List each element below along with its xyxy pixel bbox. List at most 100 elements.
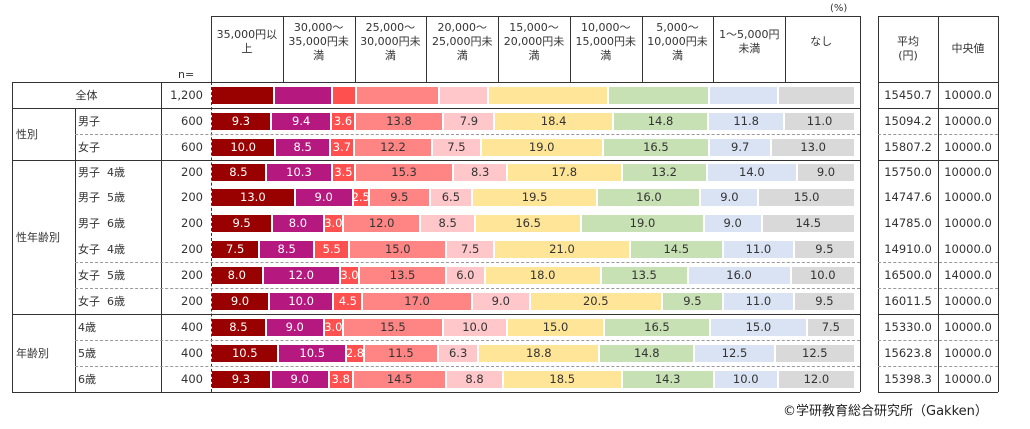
unit-label: (%) bbox=[830, 3, 848, 14]
bar-segment-0: 9.3 bbox=[212, 370, 272, 388]
stats-left-border bbox=[878, 16, 879, 392]
row-mean: 15807.2 bbox=[884, 140, 932, 154]
row-mean: 16011.5 bbox=[884, 294, 932, 308]
bar-segment-8 bbox=[779, 86, 856, 104]
row-n: 400 bbox=[181, 320, 203, 334]
bar-segment-7 bbox=[709, 86, 780, 104]
bar-segment-7: 9.0 bbox=[704, 214, 763, 232]
bar-segment-2: 4.5 bbox=[334, 292, 364, 310]
row-divider bbox=[75, 340, 860, 341]
bar-segment-5: 20.5 bbox=[530, 292, 663, 310]
row-mean: 14747.6 bbox=[884, 190, 932, 204]
stats-bottom-border bbox=[878, 392, 998, 393]
bar-segment-1: 9.0 bbox=[271, 370, 330, 388]
bar-segment-8: 15.0 bbox=[759, 188, 856, 206]
row-divider bbox=[75, 134, 860, 135]
row-n: 200 bbox=[181, 216, 203, 230]
bar-segment-6: 14.8 bbox=[613, 112, 710, 130]
bar-segment-8: 9.5 bbox=[794, 292, 856, 310]
stats-row-divider bbox=[878, 288, 998, 289]
row-n: 200 bbox=[181, 242, 203, 256]
n-col-left-border bbox=[161, 82, 162, 392]
row-label: 6歳 bbox=[78, 373, 96, 386]
bar-segment-1: 9.0 bbox=[266, 318, 325, 336]
bar-segment-8: 10.0 bbox=[791, 266, 856, 284]
stats-row-divider bbox=[878, 134, 998, 135]
table-right-border bbox=[860, 82, 861, 392]
row-median: 10000.0 bbox=[944, 190, 992, 204]
row-label: 男子 6歳 bbox=[78, 217, 125, 230]
row-median: 10000.0 bbox=[944, 88, 992, 102]
row-label: 全体 bbox=[75, 89, 98, 102]
bar-segment-4: 9.0 bbox=[472, 292, 531, 310]
row-label: 女子 6歳 bbox=[78, 295, 125, 308]
bar-segment-5: 18.0 bbox=[485, 266, 602, 284]
bar-segment-3: 13.5 bbox=[360, 266, 448, 284]
row-label: 女子 bbox=[78, 141, 100, 154]
row-n: 200 bbox=[181, 165, 203, 179]
row-label: 男子 bbox=[78, 115, 100, 128]
legend-header-0: 35,000円以 上 bbox=[216, 28, 278, 55]
legend-header-8: なし bbox=[810, 35, 833, 48]
group-divider bbox=[12, 108, 860, 109]
legend-header-1: 30,000～ 35,000円未 満 bbox=[288, 21, 349, 62]
table-bottom-border bbox=[12, 392, 860, 393]
row-median: 10000.0 bbox=[944, 140, 992, 154]
bar-segment-3: 11.5 bbox=[364, 344, 439, 362]
bar-segment-3: 15.0 bbox=[350, 240, 448, 258]
n-label: n= bbox=[178, 68, 195, 81]
stats-row-divider bbox=[878, 262, 998, 263]
row-n: 200 bbox=[181, 268, 203, 282]
bar-segment-2 bbox=[333, 86, 357, 104]
row-n: 400 bbox=[181, 346, 203, 360]
stats-row-divider bbox=[878, 340, 998, 341]
bar-segment-4: 8.3 bbox=[454, 163, 508, 181]
bar-segment-4: 7.5 bbox=[447, 240, 496, 258]
bar-segment-3: 12.2 bbox=[354, 138, 434, 156]
bar-segment-7: 11.8 bbox=[709, 112, 786, 130]
bar-segment-0: 8.5 bbox=[212, 318, 267, 336]
stats-right-border bbox=[998, 16, 999, 392]
row-label: 4歳 bbox=[78, 321, 96, 334]
bar-segment-3: 14.5 bbox=[354, 370, 448, 388]
bar-segment-5: 19.5 bbox=[472, 188, 599, 206]
legend-header-4: 15,000～ 20,000円未 満 bbox=[503, 21, 565, 62]
stats-header-median: 中央値 bbox=[951, 42, 985, 55]
bar-segment-4: 8.5 bbox=[421, 214, 477, 232]
row-median: 10000.0 bbox=[944, 114, 992, 128]
group-label-2: 性年齢別 bbox=[16, 231, 60, 244]
bar-segment-2: 3.0 bbox=[324, 318, 344, 336]
bar-segment-2: 5.5 bbox=[315, 240, 351, 258]
header-col-divider bbox=[713, 16, 715, 82]
bar-segment-8: 14.5 bbox=[762, 214, 856, 232]
bar-segment-5: 16.5 bbox=[476, 214, 583, 232]
bar-segment-7: 11.0 bbox=[723, 292, 795, 310]
header-col-divider bbox=[569, 16, 571, 82]
row-divider bbox=[75, 366, 860, 367]
bar-segment-1: 10.0 bbox=[269, 292, 335, 310]
bar-segment-8: 13.0 bbox=[772, 138, 856, 156]
row-mean: 15094.2 bbox=[884, 114, 932, 128]
bar-segment-2: 3.8 bbox=[329, 370, 355, 388]
legend-header-3: 20,000～ 25,000円未 満 bbox=[431, 21, 493, 62]
bar-segment-7: 12.5 bbox=[695, 344, 776, 362]
bar-segment-1: 12.0 bbox=[263, 266, 341, 284]
bar-segment-3: 13.8 bbox=[355, 112, 445, 130]
bar-segment-8: 11.0 bbox=[785, 112, 856, 130]
bar-segment-6: 16.5 bbox=[603, 138, 710, 156]
subgroup-col-border bbox=[75, 314, 76, 392]
row-n: 200 bbox=[181, 294, 203, 308]
bar-segment-2: 3.0 bbox=[340, 266, 361, 284]
bar-segment-6: 16.5 bbox=[604, 318, 712, 336]
bar-segment-3: 15.5 bbox=[344, 318, 444, 336]
bar-segment-3: 12.0 bbox=[344, 214, 422, 232]
row-median: 10000.0 bbox=[944, 346, 992, 360]
legend-header-5: 10,000～ 15,000円未 満 bbox=[575, 21, 637, 62]
row-median: 10000.0 bbox=[944, 165, 992, 179]
row-label: 5歳 bbox=[78, 347, 96, 360]
bar-segment-0: 7.5 bbox=[212, 240, 261, 258]
row-median: 14000.0 bbox=[944, 268, 992, 282]
bar-segment-2: 2.8 bbox=[346, 344, 365, 362]
row-mean: 14785.0 bbox=[884, 216, 932, 230]
stats-group-divider bbox=[878, 108, 998, 109]
